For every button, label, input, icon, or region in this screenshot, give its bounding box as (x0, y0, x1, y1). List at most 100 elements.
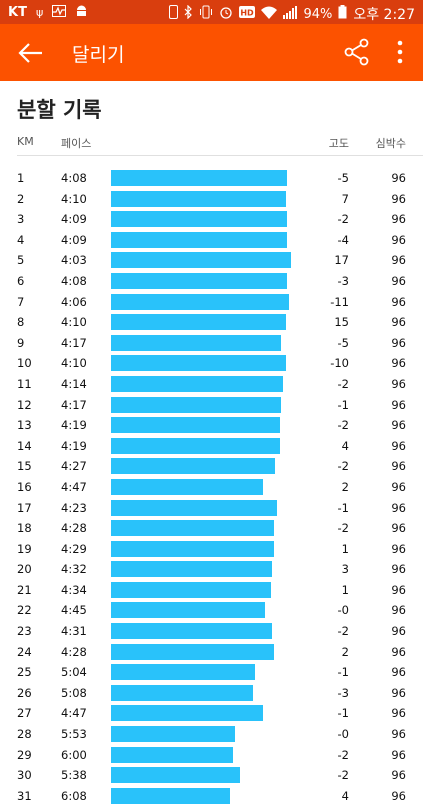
pace-bar (111, 458, 275, 475)
split-pace: 4:09 (61, 212, 87, 227)
bluetooth-icon (184, 4, 193, 23)
split-km: 30 (17, 768, 32, 783)
split-row: 6 4:08 -3 96 (0, 271, 423, 292)
split-row: 19 4:29 1 96 (0, 539, 423, 560)
split-heart-rate: 96 (391, 376, 406, 391)
pace-bar (111, 561, 272, 578)
clock: 오후 2:27 (353, 7, 415, 23)
pace-bar (111, 726, 235, 743)
split-pace: 4:47 (61, 479, 87, 494)
split-pace: 4:08 (61, 273, 87, 288)
signal-icon (283, 5, 298, 23)
split-heart-rate: 96 (391, 479, 406, 494)
split-pace: 4:17 (61, 335, 87, 350)
split-km: 23 (17, 624, 32, 639)
split-pace: 4:10 (61, 356, 87, 371)
split-km: 15 (17, 459, 32, 474)
split-elevation: -4 (337, 232, 349, 247)
split-row: 31 6:08 4 96 (0, 786, 423, 806)
split-heart-rate: 96 (391, 438, 406, 453)
more-vert-icon[interactable] (393, 38, 407, 66)
split-km: 17 (17, 500, 32, 515)
split-km: 12 (17, 397, 32, 412)
pace-bar (111, 520, 275, 537)
split-pace: 4:10 (61, 315, 87, 330)
carrier-label: KT (8, 5, 27, 20)
split-elevation: -2 (337, 521, 349, 536)
split-heart-rate: 96 (391, 582, 406, 597)
share-icon[interactable] (343, 38, 371, 66)
split-elevation: -2 (337, 418, 349, 433)
split-row: 13 4:19 -2 96 (0, 415, 423, 436)
split-row: 11 4:14 -2 96 (0, 374, 423, 395)
split-heart-rate: 96 (391, 624, 406, 639)
split-row: 18 4:28 -2 96 (0, 518, 423, 539)
split-heart-rate: 96 (391, 788, 406, 803)
split-elevation: 1 (341, 582, 349, 597)
split-row: 27 4:47 -1 96 (0, 703, 423, 724)
split-row: 10 4:10 -10 96 (0, 353, 423, 374)
split-elevation: -5 (337, 335, 349, 350)
split-heart-rate: 96 (391, 521, 406, 536)
split-km: 10 (17, 356, 32, 371)
pace-bar (111, 499, 278, 516)
split-km: 22 (17, 603, 32, 618)
split-row: 20 4:32 3 96 (0, 559, 423, 580)
split-elevation: -0 (337, 603, 349, 618)
split-elevation: 3 (341, 562, 349, 577)
split-elevation: 2 (341, 644, 349, 659)
split-row: 22 4:45 -0 96 (0, 600, 423, 621)
split-pace: 5:04 (61, 665, 87, 680)
split-heart-rate: 96 (391, 397, 406, 412)
split-km: 6 (17, 273, 25, 288)
split-km: 19 (17, 541, 32, 556)
split-pace: 6:08 (61, 788, 87, 803)
split-elevation: -2 (337, 212, 349, 227)
pace-bar (111, 272, 288, 289)
split-heart-rate: 96 (391, 665, 406, 680)
split-pace: 4:28 (61, 644, 87, 659)
split-heart-rate: 96 (391, 418, 406, 433)
arrow-back-icon[interactable] (16, 38, 46, 68)
split-heart-rate: 96 (391, 706, 406, 721)
app-bar: 달리기 (0, 24, 423, 81)
split-heart-rate: 96 (391, 562, 406, 577)
split-pace: 4:47 (61, 706, 87, 721)
pace-bar (111, 170, 288, 186)
split-pace: 5:08 (61, 685, 87, 700)
split-km: 29 (17, 747, 32, 762)
split-elevation: -11 (330, 294, 349, 309)
split-heart-rate: 96 (391, 191, 406, 206)
split-heart-rate: 96 (391, 335, 406, 350)
split-elevation: -2 (337, 624, 349, 639)
split-row: 21 4:34 1 96 (0, 580, 423, 601)
split-row: 24 4:28 2 96 (0, 642, 423, 663)
split-km: 24 (17, 644, 32, 659)
column-header-heart-rate: 심박수 (375, 137, 406, 150)
split-row: 29 6:00 -2 96 (0, 745, 423, 766)
split-heart-rate: 96 (391, 356, 406, 371)
split-elevation: -2 (337, 459, 349, 474)
split-pace: 4:28 (61, 521, 87, 536)
split-heart-rate: 96 (391, 747, 406, 762)
pace-bar (111, 314, 286, 331)
split-heart-rate: 96 (391, 603, 406, 618)
split-elevation: -2 (337, 747, 349, 762)
split-km: 3 (17, 212, 25, 227)
pace-bar (111, 417, 280, 434)
split-elevation: -1 (337, 665, 349, 680)
split-row: 23 4:31 -2 96 (0, 621, 423, 642)
pace-bar (111, 396, 282, 413)
split-elevation: -3 (337, 685, 349, 700)
split-row: 1 4:08 -5 96 (0, 168, 423, 189)
split-heart-rate: 96 (391, 685, 406, 700)
alarm-icon (219, 5, 233, 23)
pace-bar (111, 211, 287, 228)
split-row: 3 4:09 -2 96 (0, 209, 423, 230)
split-km: 7 (17, 294, 25, 309)
split-row: 8 4:10 15 96 (0, 312, 423, 333)
split-pace: 5:38 (61, 768, 87, 783)
pace-bar (111, 540, 274, 557)
split-heart-rate: 96 (391, 768, 406, 783)
column-header-km: KM (17, 135, 34, 148)
